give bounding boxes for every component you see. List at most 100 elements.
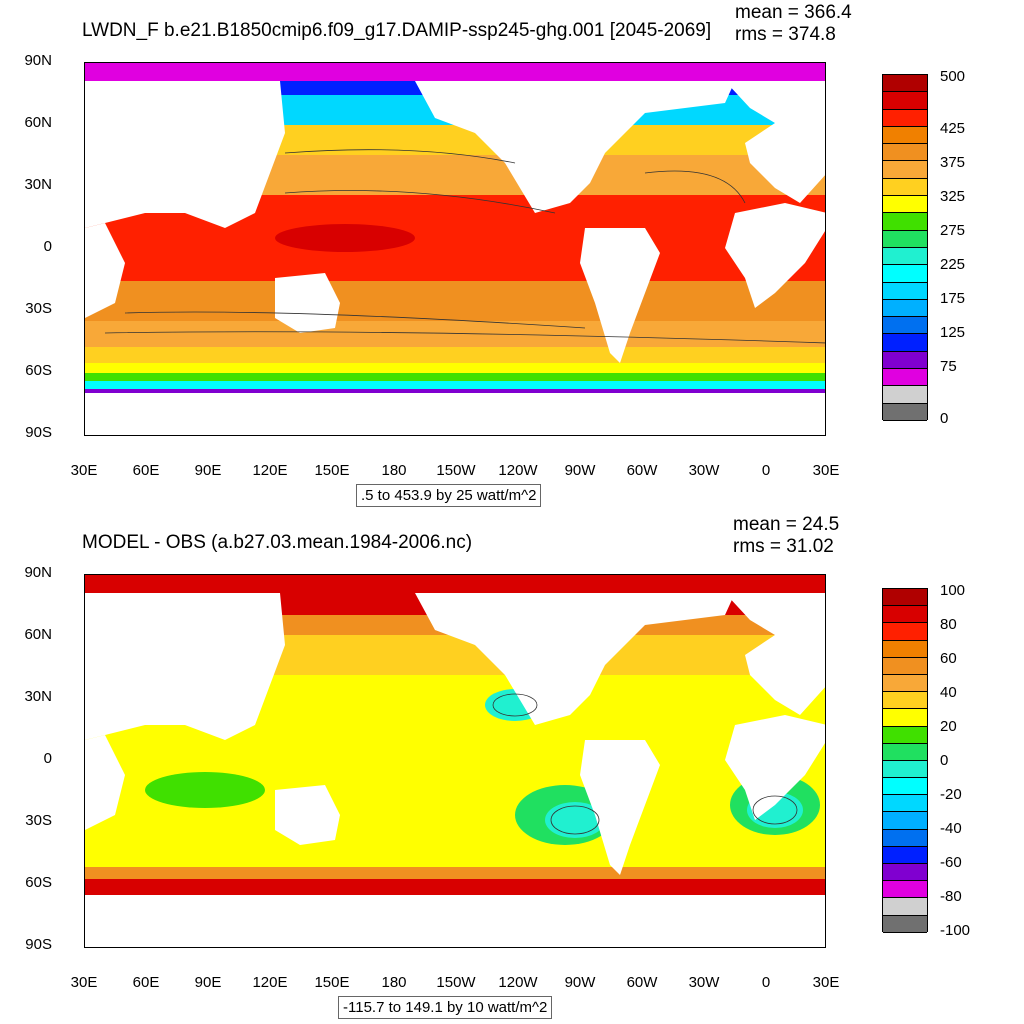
bottom-map-plot xyxy=(84,574,826,948)
top-lat-label-60s: 60S xyxy=(25,362,52,379)
colorbar-segment xyxy=(883,161,927,179)
bottom-lon-label-90w: 90W xyxy=(564,974,596,991)
bottom-lat-label-60s: 60S xyxy=(25,874,52,891)
colorbar-label: 0 xyxy=(940,752,949,769)
bottom-cool-patch-spac xyxy=(545,802,605,838)
colorbar-segment xyxy=(883,92,927,110)
top-band-midlat-s xyxy=(85,321,825,347)
colorbar-label: 225 xyxy=(940,256,966,273)
colorbar-segment xyxy=(883,760,927,779)
top-band-southern-3 xyxy=(85,373,825,381)
colorbar-label: 80 xyxy=(940,616,957,633)
bottom-land-europe xyxy=(725,593,825,715)
top-contour-3 xyxy=(124,311,586,329)
colorbar-label: -40 xyxy=(940,820,962,837)
colorbar-segment xyxy=(883,351,927,370)
colorbar-segment xyxy=(883,915,927,933)
top-band-subtrop-s xyxy=(85,281,825,321)
colorbar-segment xyxy=(883,126,927,145)
colorbar-segment xyxy=(883,196,927,214)
bottom-green-patch-ind xyxy=(145,772,265,808)
colorbar-label: 425 xyxy=(940,120,966,137)
top-lon-label-60e: 60E xyxy=(132,462,160,479)
colorbar-label: 325 xyxy=(940,188,966,205)
bottom-lon-label-60w: 60W xyxy=(626,974,658,991)
colorbar-segment xyxy=(883,403,927,421)
bottom-lat-label-0: 0 xyxy=(43,750,52,767)
bottom-rms-label: rms = 31.02 xyxy=(733,536,834,557)
top-plot-title: LWDN_F b.e21.B1850cmip6.f09_g17.DAMIP-ss… xyxy=(82,20,712,41)
bottom-lon-label-120w: 120W xyxy=(498,974,538,991)
top-colorbar xyxy=(882,74,928,421)
top-lon-label-150e: 150E xyxy=(314,462,350,479)
bottom-band-antarctica xyxy=(85,895,825,947)
colorbar-segment xyxy=(883,230,927,248)
colorbar-segment xyxy=(883,640,927,658)
colorbar-segment xyxy=(883,369,927,387)
top-rms-label: rms = 374.8 xyxy=(735,24,836,45)
top-band-southern-2 xyxy=(85,363,825,373)
top-lon-label-0: 0 xyxy=(761,462,771,479)
bottom-lon-label-180: 180 xyxy=(381,974,407,991)
top-lat-label-90s: 90S xyxy=(25,424,52,441)
top-lon-label-120e: 120E xyxy=(252,462,288,479)
top-panel: LWDN_F b.e21.B1850cmip6.f09_g17.DAMIP-ss… xyxy=(24,2,966,507)
bottom-lat-label-90n: 90N xyxy=(24,564,52,581)
colorbar-label: 60 xyxy=(940,650,957,667)
top-land-antarctica xyxy=(85,393,825,435)
bottom-lon-label-30e: 30E xyxy=(70,974,98,991)
bottom-contour-satl xyxy=(752,795,798,825)
top-lon-label-30e: 30E xyxy=(70,462,98,479)
colorbar-segment xyxy=(883,623,927,641)
top-map-plot xyxy=(84,62,826,436)
bottom-colorbar xyxy=(882,588,928,933)
colorbar-label: -60 xyxy=(940,854,962,871)
bottom-land-australia xyxy=(275,785,340,845)
bottom-land-africa xyxy=(725,715,825,820)
colorbar-label: 40 xyxy=(940,684,957,701)
bottom-range-label: -115.7 to 149.1 by 10 watt/m^2 xyxy=(338,996,553,1019)
colorbar-label: 375 xyxy=(940,154,966,171)
colorbar-segment xyxy=(883,265,927,283)
top-contour-5 xyxy=(644,170,746,204)
top-lon-label-30w: 30W xyxy=(688,462,720,479)
top-band-arctic xyxy=(85,63,825,81)
colorbar-segment xyxy=(883,75,927,93)
top-lon-label-180: 180 xyxy=(381,462,407,479)
colorbar-segment xyxy=(883,178,927,197)
bottom-map-svg xyxy=(85,575,825,947)
colorbar-segment xyxy=(883,589,927,607)
top-warm-pool xyxy=(275,224,415,252)
top-land-south-america xyxy=(580,228,660,363)
colorbar-label: -20 xyxy=(940,786,962,803)
bottom-lat-label-30s: 30S xyxy=(25,812,52,829)
colorbar-segment xyxy=(883,829,927,847)
colorbar-segment xyxy=(883,299,927,318)
colorbar-segment xyxy=(883,334,927,352)
colorbar-segment xyxy=(883,881,927,899)
top-lon-label-90w: 90W xyxy=(564,462,596,479)
colorbar-segment xyxy=(883,898,927,916)
bottom-lat-label-60n: 60N xyxy=(24,626,52,643)
top-lon-label-90e: 90E xyxy=(194,462,222,479)
bottom-band-southern-1 xyxy=(85,867,825,879)
top-land-north-america xyxy=(415,81,735,213)
bottom-contours xyxy=(492,693,798,835)
top-land-australia xyxy=(275,273,340,333)
top-land-africa xyxy=(725,203,825,308)
bottom-lon-label-150w: 150W xyxy=(436,974,476,991)
top-band-southern-4 xyxy=(85,381,825,389)
top-land xyxy=(85,81,825,435)
top-lon-label-60w: 60W xyxy=(626,462,658,479)
bottom-mean-label: mean = 24.5 xyxy=(733,514,840,535)
top-lat-label-30n: 30N xyxy=(24,176,52,193)
top-contour-2 xyxy=(284,190,556,214)
top-lon-label-150w: 150W xyxy=(436,462,476,479)
bottom-contour-spac xyxy=(550,805,600,835)
colorbar-label: 175 xyxy=(940,290,966,307)
top-range-label: .5 to 453.9 by 25 watt/m^2 xyxy=(356,484,542,507)
bottom-lon-label-120e: 120E xyxy=(252,974,288,991)
colorbar-label: 500 xyxy=(940,68,966,85)
colorbar-label: 275 xyxy=(940,222,966,239)
colorbar-segment xyxy=(883,657,927,675)
